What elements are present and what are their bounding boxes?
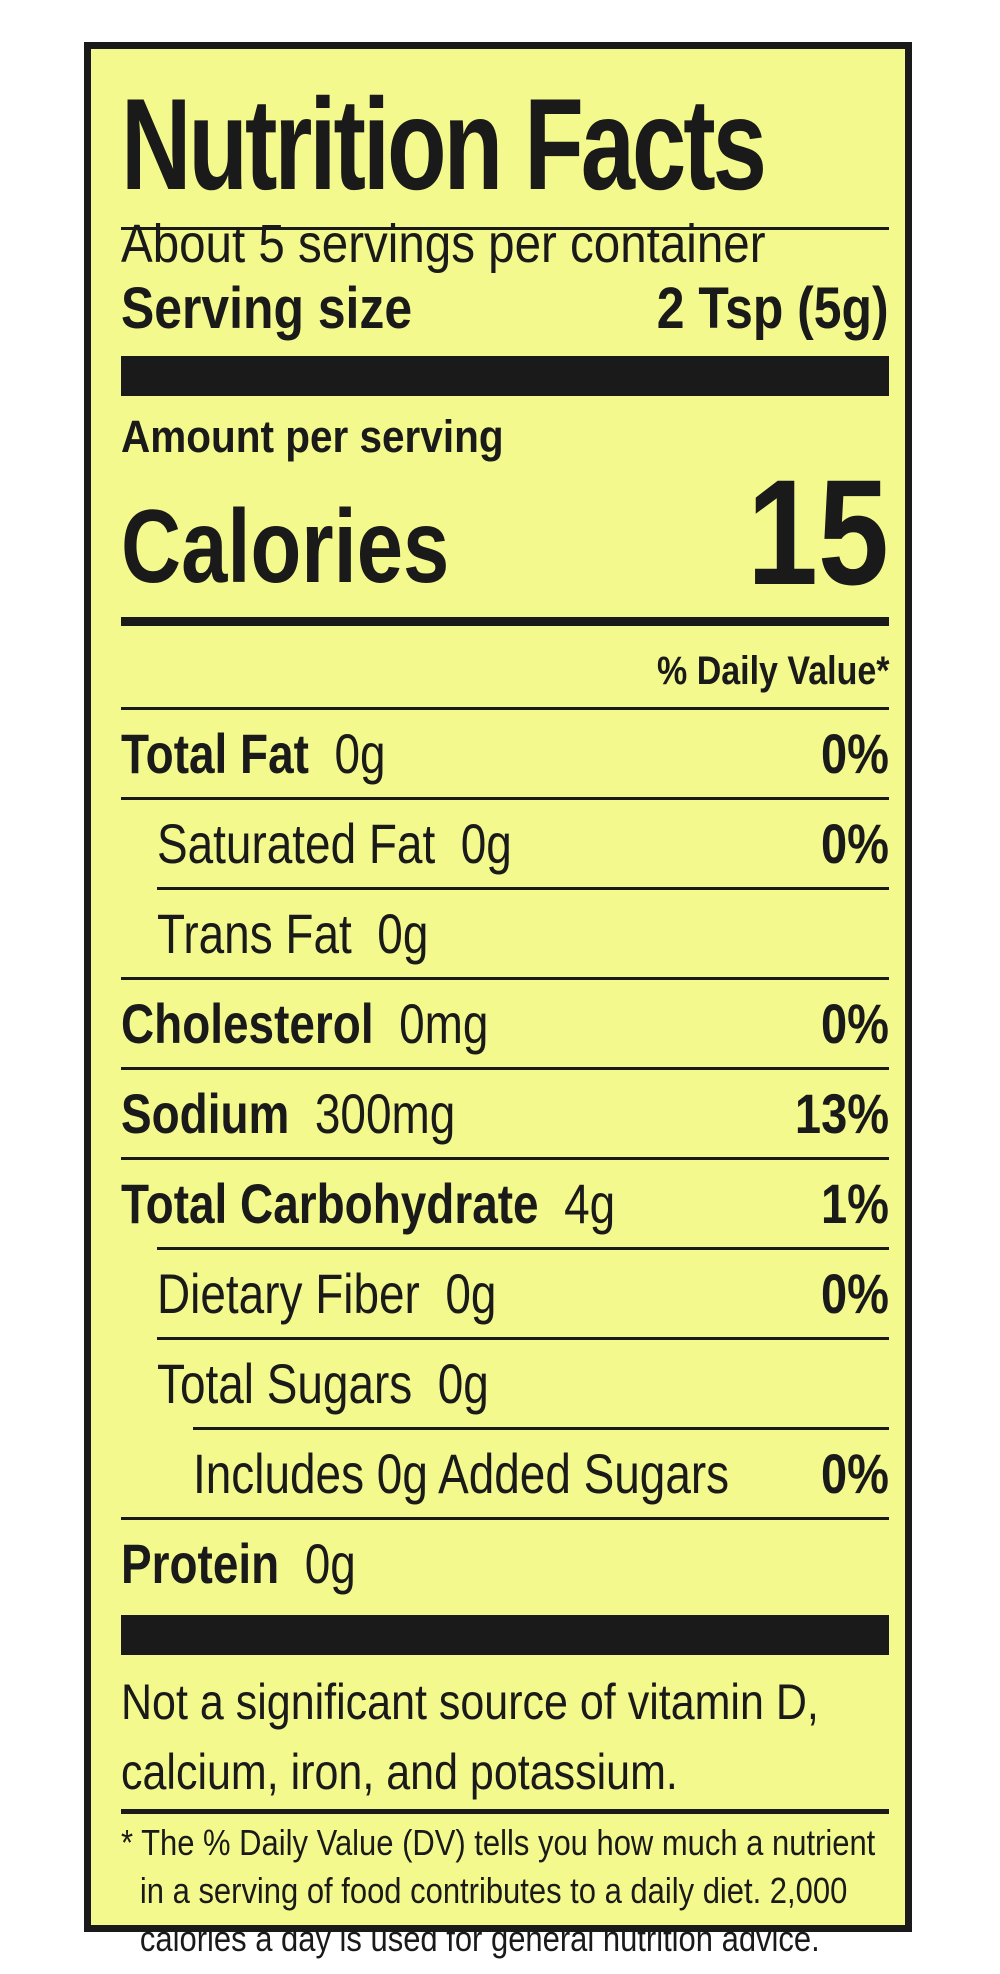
nutrient-row-cholesterol: Cholesterol 0mg 0%: [121, 980, 889, 1067]
nutrient-amount: 4g: [564, 1172, 616, 1235]
divider: [121, 1809, 889, 1814]
divider: [121, 797, 889, 800]
calories-label: Calories: [121, 489, 450, 605]
nutrient-row-total-fat: Total Fat 0g 0%: [121, 710, 889, 797]
divider: [193, 1427, 889, 1430]
nutrient-amount: 0g: [445, 1262, 497, 1325]
nutrient-row-added-sugars: Includes 0g Added Sugars 0%: [121, 1430, 889, 1517]
nutrient-amount: 0mg: [399, 992, 489, 1055]
thick-divider: [121, 356, 889, 396]
daily-value-footnote: * The % Daily Value (DV) tells you how m…: [121, 1819, 889, 1969]
divider: [157, 1337, 889, 1340]
nutrient-daily-value: 1%: [821, 1172, 889, 1235]
nutrient-amount: 0g: [304, 1532, 356, 1595]
thick-divider: [121, 1615, 889, 1655]
divider: [157, 1247, 889, 1250]
vitamin-note: Not a significant source of vitamin D, c…: [121, 1667, 889, 1807]
nutrient-daily-value: 0%: [821, 1262, 889, 1325]
nutrient-row-trans-fat: Trans Fat 0g: [121, 890, 889, 977]
nutrient-name: Sodium 300mg: [121, 1070, 455, 1157]
calories-value: 15: [747, 448, 889, 616]
nutrient-label: Protein: [121, 1532, 280, 1595]
nutrient-amount: 0g: [377, 902, 429, 965]
divider: [121, 227, 889, 230]
label-title: Nutrition Facts: [121, 71, 767, 217]
nutrient-row-protein: Protein 0g: [121, 1520, 889, 1607]
nutrient-label: Sodium: [121, 1082, 290, 1145]
calories-row: Calories 15: [121, 457, 889, 607]
nutrient-name: Saturated Fat 0g: [157, 800, 512, 887]
nutrient-label: Saturated Fat: [157, 812, 436, 875]
footnote-line: in a serving of food contributes to a da…: [139, 1870, 848, 1911]
label-content: Nutrition Facts About 5 servings per con…: [121, 49, 889, 1959]
nutrient-row-total-sugars: Total Sugars 0g: [121, 1340, 889, 1427]
divider: [121, 977, 889, 980]
nutrient-name: Protein 0g: [121, 1520, 356, 1607]
nutrient-name: Total Sugars 0g: [157, 1340, 489, 1427]
serving-size-row: Serving size 2 Tsp (5g): [121, 273, 889, 345]
nutrient-row-sodium: Sodium 300mg 13%: [121, 1070, 889, 1157]
nutrient-daily-value: 0%: [821, 722, 889, 785]
nutrient-label: Total Carbohydrate: [121, 1172, 539, 1235]
nutrient-name: Trans Fat 0g: [157, 890, 428, 977]
vitamin-note-line: calcium, iron, and potassium.: [121, 1744, 678, 1800]
footnote-line: * The % Daily Value (DV) tells you how m…: [121, 1822, 876, 1863]
nutrient-label: Total Fat: [121, 722, 309, 785]
nutrient-label: Trans Fat: [157, 902, 352, 965]
nutrient-amount: 0g: [334, 722, 386, 785]
footnote-line: calories a day is used for general nutri…: [139, 1918, 820, 1959]
nutrition-facts-label: Nutrition Facts About 5 servings per con…: [84, 42, 912, 1959]
nutrient-label: Dietary Fiber: [157, 1262, 420, 1325]
nutrient-daily-value: 0%: [821, 1442, 889, 1505]
nutrient-amount: 0g: [460, 812, 512, 875]
nutrient-label: Cholesterol: [121, 992, 374, 1055]
nutrient-row-saturated-fat: Saturated Fat 0g 0%: [121, 800, 889, 887]
servings-per-container: About 5 servings per container: [121, 214, 766, 274]
amount-per-serving: Amount per serving: [121, 411, 504, 462]
divider: [121, 707, 889, 710]
nutrient-row-total-carbohydrate: Total Carbohydrate 4g 1%: [121, 1160, 889, 1247]
vitamin-note-line: Not a significant source of vitamin D,: [121, 1674, 819, 1730]
serving-size-label: Serving size: [121, 276, 413, 341]
daily-value-header-text: % Daily Value*: [656, 649, 889, 693]
medium-divider: [121, 617, 889, 626]
divider: [121, 1517, 889, 1520]
nutrient-amount: 300mg: [314, 1082, 456, 1145]
nutrient-name: Includes 0g Added Sugars: [193, 1430, 729, 1517]
nutrient-label: Includes 0g Added Sugars: [193, 1442, 730, 1505]
nutrient-name: Cholesterol 0mg: [121, 980, 488, 1067]
nutrient-daily-value: 0%: [821, 812, 889, 875]
nutrient-name: Total Carbohydrate 4g: [121, 1160, 615, 1247]
nutrient-daily-value: 0%: [821, 992, 889, 1055]
serving-size-value: 2 Tsp (5g): [657, 276, 889, 341]
divider: [157, 887, 889, 890]
nutrient-name: Total Fat 0g: [121, 710, 386, 797]
nutrient-daily-value: 13%: [794, 1082, 889, 1145]
nutrient-name: Dietary Fiber 0g: [157, 1250, 496, 1337]
nutrient-row-dietary-fiber: Dietary Fiber 0g 0%: [121, 1250, 889, 1337]
daily-value-header: % Daily Value*: [121, 644, 889, 698]
nutrient-label: Total Sugars: [157, 1352, 413, 1415]
divider: [121, 1067, 889, 1070]
divider: [121, 1157, 889, 1160]
nutrient-amount: 0g: [437, 1352, 489, 1415]
